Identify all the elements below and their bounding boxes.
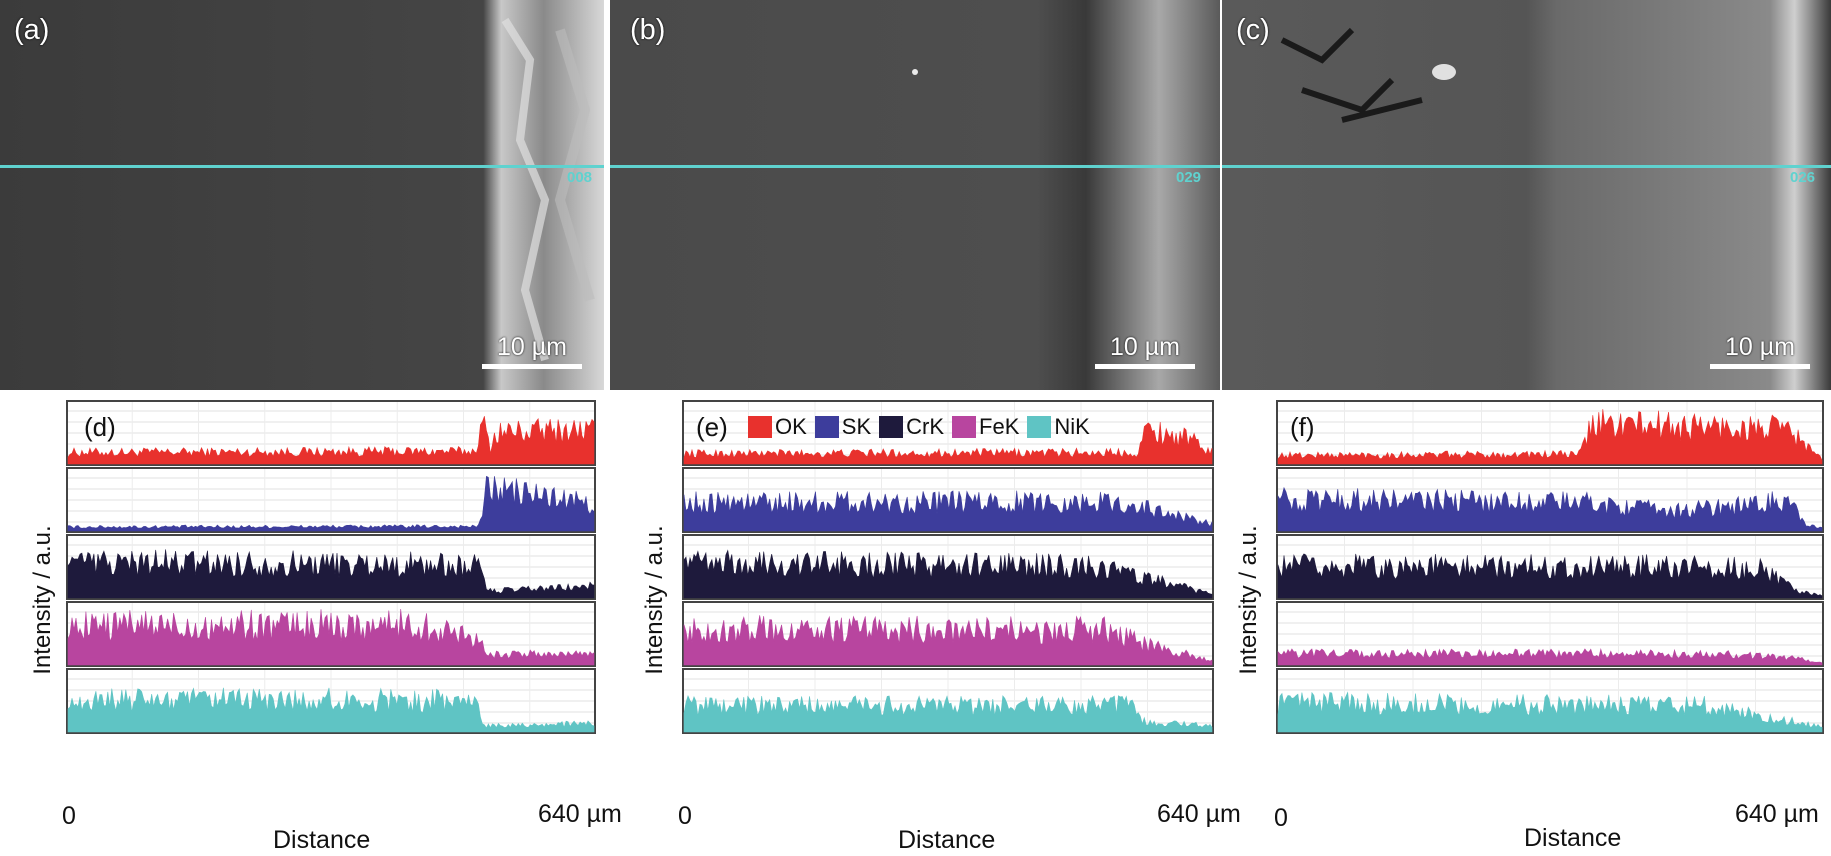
strip-d-sk	[66, 467, 596, 533]
panel-gap-2	[1220, 0, 1222, 390]
panel-gap-1	[604, 0, 610, 390]
sem-label-b: (b)	[630, 14, 666, 46]
legend-text-nik: NiK	[1054, 414, 1090, 439]
legend-swatch-fek	[952, 416, 977, 438]
strip-e-fek	[682, 601, 1214, 667]
strip-e-crk	[682, 534, 1214, 600]
scale-bar-c: 10 µm	[1710, 333, 1810, 369]
scale-bar-b: 10 µm	[1095, 333, 1195, 369]
series-f-sk	[1277, 486, 1823, 532]
strip-f-ok	[1276, 400, 1824, 466]
strip-f-nik	[1276, 668, 1824, 734]
strip-d-ok	[66, 400, 596, 466]
sem-panel-c: (c) 026 10 µm	[1222, 0, 1831, 390]
scale-line-b	[1095, 364, 1195, 369]
ylabel-d: Intensity / a.u.	[29, 525, 56, 675]
scan-line-id-c: 026	[1790, 169, 1816, 186]
series-e-crk	[683, 549, 1213, 599]
sem-label-c: (c)	[1236, 14, 1270, 46]
legend-swatch-crk	[879, 416, 904, 438]
legend-swatch-nik	[1027, 416, 1052, 438]
xtick-end-f: 640 µm	[1735, 800, 1819, 828]
scan-line-id-a: 008	[567, 169, 593, 186]
sem-panel-a: (a) 008 10 µm	[0, 0, 604, 390]
series-f-crk	[1277, 553, 1823, 599]
sem-image-b	[610, 0, 1220, 390]
strip-e-nik	[682, 668, 1214, 734]
xtick-start-e: 0	[678, 802, 692, 830]
legend-text-crk: CrK	[906, 414, 945, 439]
eds-svg-e	[682, 400, 1214, 734]
series-d-ok	[67, 416, 595, 465]
eds-label-e: (e)	[696, 412, 728, 442]
sem-panel-b: (b) 029 10 µm	[610, 0, 1220, 390]
ylabel-e: Intensity / a.u.	[641, 525, 668, 675]
legend-item-crk: CrK	[879, 414, 944, 440]
series-e-fek	[683, 615, 1213, 666]
xlabel-f: Distance	[1524, 824, 1622, 852]
strip-d-crk	[66, 534, 596, 600]
scale-line-c	[1710, 364, 1810, 369]
eds-label-f: (f)	[1290, 412, 1315, 442]
eds-label-d: (d)	[84, 412, 116, 442]
legend-text-ok: OK	[775, 414, 807, 439]
strip-d-nik	[66, 668, 596, 734]
series-e-ok	[683, 421, 1213, 465]
scale-bar-a: 10 µm	[482, 333, 582, 369]
legend-item-nik: NiK	[1027, 414, 1090, 440]
eds-svg-f	[1276, 400, 1824, 734]
series-d-crk	[67, 549, 595, 599]
eds-chart-e	[682, 400, 1216, 796]
sem-image-c	[1222, 0, 1831, 390]
eds-chart-f	[1276, 400, 1826, 796]
legend-swatch-ok	[748, 416, 772, 438]
xtick-start-d: 0	[62, 802, 76, 830]
strip-f-crk	[1276, 534, 1824, 600]
legend: OK SK CrK FeK NiK	[748, 412, 1090, 442]
strip-f-sk	[1276, 467, 1824, 533]
scan-line	[0, 165, 1831, 168]
sem-label-a: (a)	[14, 14, 50, 46]
scan-line-id-b: 029	[1176, 169, 1202, 186]
series-d-nik	[67, 687, 595, 733]
ylabel-f: Intensity / a.u.	[1235, 525, 1262, 675]
legend-item-ok: OK	[748, 414, 807, 440]
eds-svg-d	[66, 400, 596, 734]
scale-text-a: 10 µm	[497, 333, 567, 361]
eds-chart-d	[66, 400, 598, 796]
series-d-fek	[67, 608, 595, 666]
scale-text-b: 10 µm	[1110, 333, 1180, 361]
scale-text-c: 10 µm	[1725, 333, 1795, 361]
scale-line-a	[482, 364, 582, 369]
legend-item-sk: SK	[814, 414, 872, 440]
strip-f-fek	[1276, 601, 1824, 667]
strip-d-fek	[66, 601, 596, 667]
legend-swatch-sk	[814, 416, 839, 438]
xlabel-d: Distance	[273, 826, 371, 854]
series-e-sk	[683, 490, 1213, 532]
xlabel-e: Distance	[898, 826, 996, 854]
series-d-sk	[67, 475, 595, 532]
series-f-nik	[1277, 691, 1823, 733]
strip-e-sk	[682, 467, 1214, 533]
xtick-end-d: 640 µm	[538, 800, 622, 828]
series-f-ok	[1277, 409, 1823, 465]
series-f-fek	[1277, 647, 1823, 666]
legend-text-sk: SK	[841, 414, 872, 439]
sem-image-a	[0, 0, 604, 390]
legend-item-fek: FeK	[952, 414, 1019, 440]
xtick-start-f: 0	[1274, 804, 1288, 832]
series-e-nik	[683, 694, 1213, 733]
xtick-end-e: 640 µm	[1157, 800, 1241, 828]
legend-text-fek: FeK	[979, 414, 1020, 439]
